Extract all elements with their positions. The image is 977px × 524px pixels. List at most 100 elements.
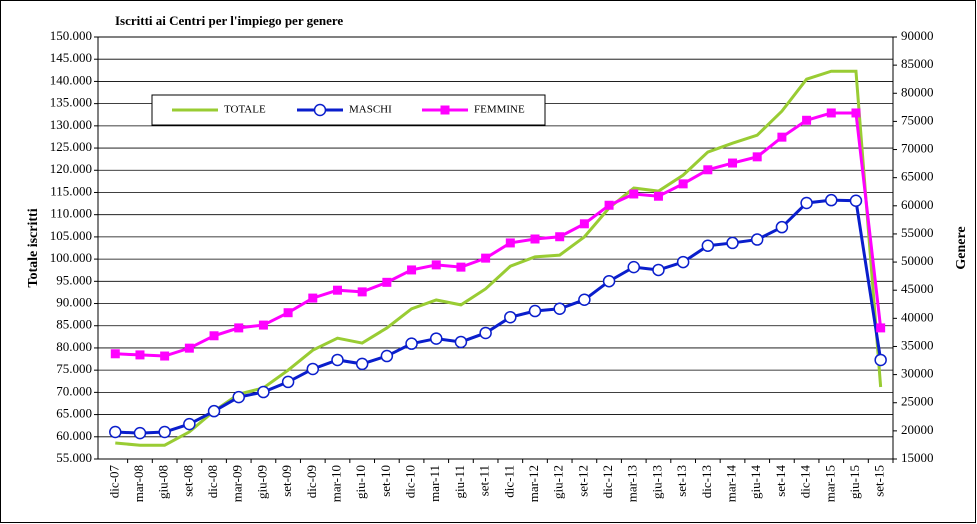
- legend-label: FEMMINE: [474, 104, 525, 116]
- x-tick-label: dic-09: [304, 465, 319, 498]
- data-point: [826, 108, 836, 118]
- data-point: [306, 362, 320, 376]
- x-tick-label: dic-11: [501, 465, 516, 498]
- y-tick-label: 105.000: [50, 228, 92, 243]
- x-tick-label: dic-07: [106, 465, 121, 499]
- legend-marker: [313, 103, 327, 117]
- y2-tick-label: 60000: [901, 197, 934, 212]
- y-tick-label: 95.000: [56, 272, 92, 287]
- y-tick-label: 85.000: [56, 317, 92, 332]
- y2-tick-label: 45000: [901, 281, 934, 296]
- data-point: [332, 285, 342, 295]
- y-tick-label: 150.000: [50, 28, 92, 43]
- y2-tick-label: 25000: [901, 394, 934, 409]
- data-point: [604, 200, 614, 210]
- data-point: [800, 196, 813, 210]
- x-tick-label: dic-10: [403, 465, 418, 498]
- y2-tick-label: 50000: [901, 253, 934, 268]
- legend-marker: [440, 105, 450, 115]
- x-tick-label: dic-08: [205, 465, 220, 498]
- x-tick-label: mar-10: [328, 465, 343, 502]
- data-point: [777, 132, 787, 142]
- x-tick-label: giu-10: [353, 465, 368, 499]
- x-tick-label: mar-13: [625, 465, 640, 502]
- data-point: [331, 353, 344, 367]
- x-tick-label: mar-12: [526, 465, 541, 502]
- y-tick-label: 130.000: [50, 117, 92, 132]
- data-point: [135, 350, 145, 360]
- data-point: [110, 349, 120, 359]
- data-point: [258, 320, 268, 330]
- x-tick-label: set-13: [674, 465, 689, 497]
- x-tick-label: set-08: [180, 465, 195, 497]
- legend-label: TOTALE: [224, 104, 266, 116]
- data-point: [627, 260, 641, 274]
- y2-tick-label: 35000: [901, 337, 934, 352]
- x-tick-label: dic-12: [600, 465, 615, 498]
- x-tick-label: giu-15: [847, 465, 862, 499]
- y-tick-label: 65.000: [56, 406, 92, 421]
- data-point: [530, 234, 540, 244]
- y-tick-label: 75.000: [56, 361, 92, 376]
- y2-tick-label: 55000: [901, 225, 934, 240]
- plot-frame: [97, 36, 894, 460]
- x-tick-label: dic-13: [699, 465, 714, 498]
- data-point: [750, 233, 764, 246]
- y-tick-label: 135.000: [50, 95, 92, 110]
- y2-tick-label: 85000: [901, 56, 934, 71]
- data-point: [528, 304, 542, 318]
- y2-tick-label: 15000: [901, 450, 934, 465]
- legend-label: MASCHI: [349, 104, 392, 116]
- y-tick-label: 90.000: [56, 295, 92, 310]
- y-axis-label: Totale iscritti: [26, 208, 41, 287]
- data-point: [629, 189, 639, 199]
- data-point: [728, 158, 738, 168]
- data-point: [726, 236, 739, 250]
- data-point: [109, 425, 122, 439]
- data-point: [701, 239, 715, 252]
- data-point: [775, 220, 789, 234]
- data-point: [281, 375, 295, 389]
- data-point: [183, 417, 196, 431]
- y2-tick-label: 90000: [901, 28, 934, 43]
- data-point: [653, 191, 663, 201]
- x-tick-label: giu-08: [156, 465, 171, 499]
- x-tick-label: mar-09: [230, 465, 245, 502]
- data-point: [431, 260, 441, 270]
- data-point: [874, 353, 887, 367]
- data-point: [505, 238, 515, 248]
- data-point: [429, 332, 443, 345]
- data-point: [454, 335, 468, 349]
- x-tick-label: mar-11: [427, 465, 442, 502]
- data-point: [876, 323, 886, 333]
- y-tick-label: 115.000: [50, 183, 92, 198]
- x-tick-label: giu-14: [748, 465, 763, 499]
- y-tick-label: 120.000: [50, 161, 92, 176]
- data-point: [209, 331, 219, 341]
- y2-tick-label: 80000: [901, 84, 934, 99]
- data-point: [676, 255, 690, 269]
- y2-tick-label: 20000: [901, 422, 934, 437]
- data-point: [232, 390, 245, 404]
- data-point: [678, 179, 688, 189]
- y-tick-label: 110.000: [50, 206, 92, 221]
- y-tick-label: 55.000: [56, 450, 92, 465]
- data-point: [555, 232, 565, 242]
- x-tick-label: dic-14: [798, 465, 813, 499]
- y-tick-label: 100.000: [50, 250, 92, 265]
- data-point: [207, 404, 221, 418]
- data-point: [578, 293, 591, 307]
- data-point: [380, 349, 394, 363]
- x-tick-label: set-15: [872, 465, 887, 497]
- data-point: [849, 194, 863, 207]
- x-tick-label: set-12: [575, 465, 590, 497]
- data-point: [802, 115, 812, 125]
- chart-title: Iscritti ai Centri per l'impiego per gen…: [115, 13, 343, 28]
- data-point: [158, 425, 171, 439]
- data-point: [184, 343, 194, 353]
- x-tick-label: mar-15: [822, 465, 837, 502]
- data-point: [825, 193, 838, 207]
- data-point: [851, 108, 861, 118]
- data-point: [283, 308, 293, 318]
